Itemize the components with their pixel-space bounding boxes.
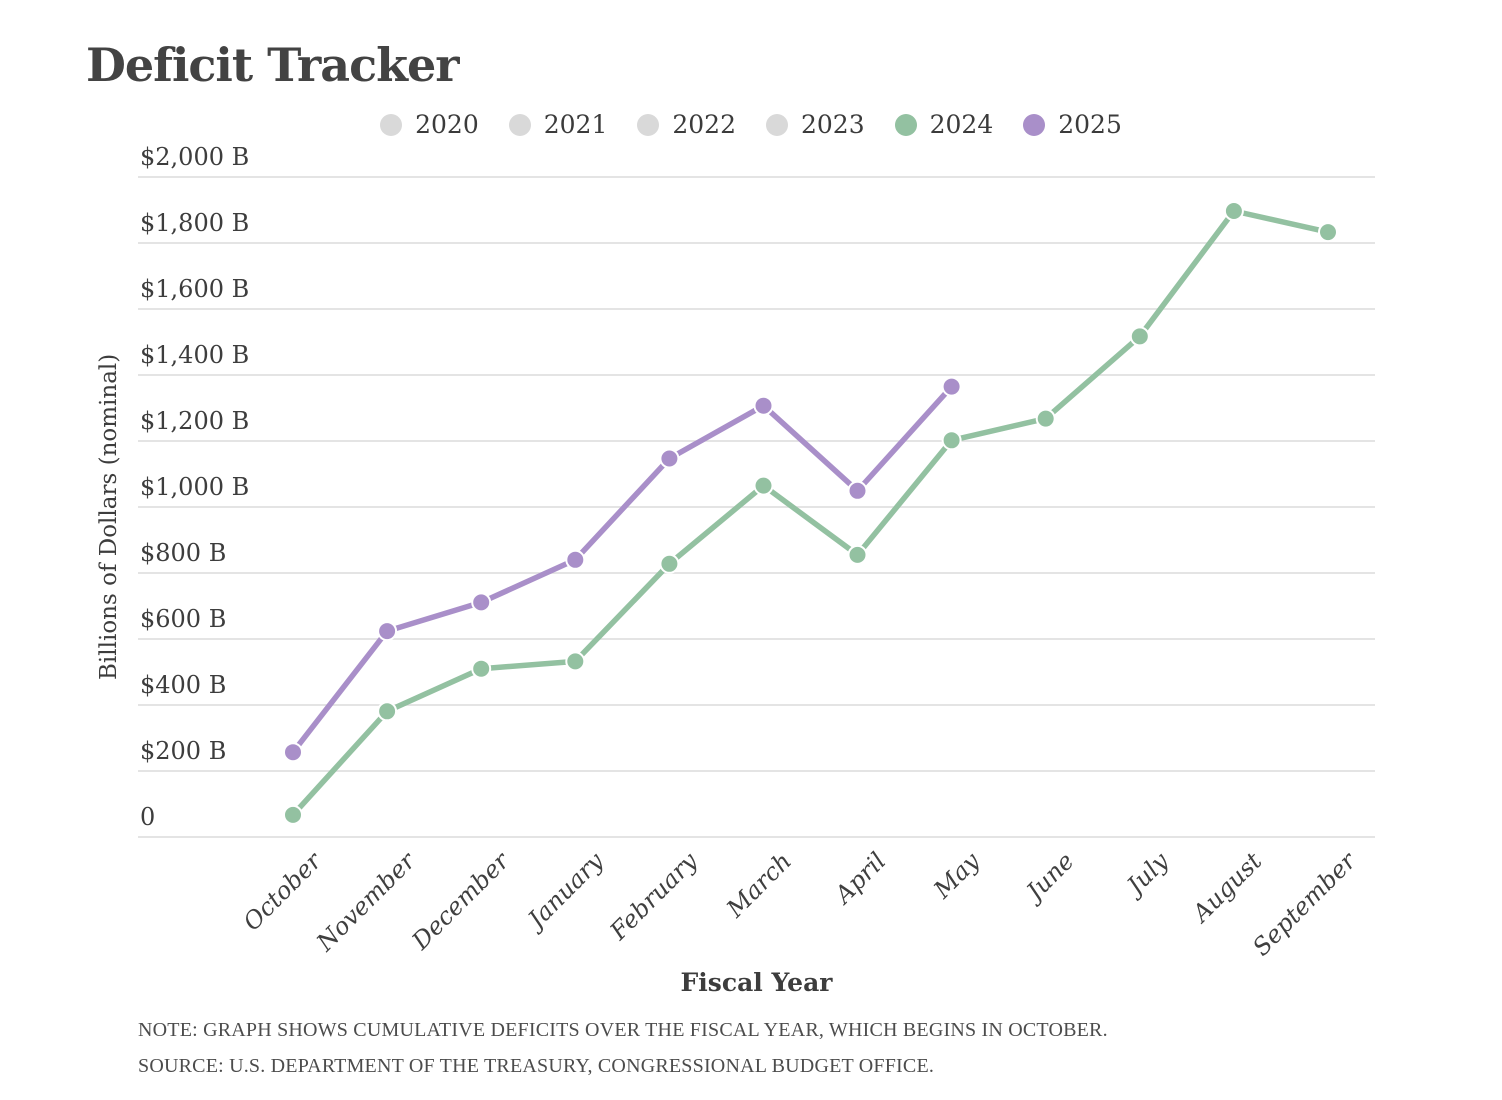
y-axis-title: Billions of Dollars (nominal) — [96, 353, 122, 680]
y-tick-label-1200: $1,200 B — [140, 407, 250, 435]
legend-dot-2024 — [894, 113, 917, 136]
legend-dot-2025 — [1023, 113, 1046, 136]
data-point-2024-june[interactable] — [1035, 408, 1056, 429]
legend-item-2021[interactable]: 2021 — [508, 110, 608, 139]
x-axis-title: Fiscal Year — [680, 968, 833, 997]
legend-dot-2022 — [637, 113, 660, 136]
legend-label: 2025 — [1058, 110, 1122, 139]
data-point-2024-january[interactable] — [565, 651, 586, 672]
chart-source: SOURCE: U.S. DEPARTMENT OF THE TREASURY,… — [138, 1055, 935, 1077]
data-point-2024-november[interactable] — [377, 701, 398, 722]
legend-item-2024[interactable]: 2024 — [894, 110, 994, 139]
data-point-2025-february[interactable] — [659, 448, 680, 469]
legend-label: 2024 — [929, 110, 994, 139]
data-point-2025-april[interactable] — [847, 480, 868, 501]
y-tick-label-1800: $1,800 B — [140, 209, 250, 237]
data-point-2024-march[interactable] — [753, 475, 774, 496]
legend-label: 2021 — [543, 110, 608, 139]
legend-item-2022[interactable]: 2022 — [637, 110, 736, 139]
data-point-2025-october[interactable] — [283, 742, 303, 763]
legend-label: 2023 — [801, 110, 865, 139]
data-point-2024-february[interactable] — [659, 553, 680, 574]
page-title: Deficit Tracker — [86, 38, 459, 92]
data-point-2025-january[interactable] — [565, 549, 586, 570]
data-point-2025-november[interactable] — [377, 621, 398, 642]
y-tick-label-1400: $1,400 B — [140, 341, 250, 369]
y-tick-label-1000: $1,000 B — [140, 473, 250, 501]
legend-dot-2020 — [380, 113, 403, 136]
y-tick-label-800: $800 B — [140, 539, 227, 567]
data-point-2024-may[interactable] — [941, 430, 962, 451]
series-line-2024 — [290, 208, 1331, 818]
data-point-2025-december[interactable] — [471, 592, 492, 613]
y-tick-label-200: $200 B — [140, 737, 227, 765]
legend-dot-2021 — [508, 113, 531, 136]
legend-item-2020[interactable]: 2020 — [380, 110, 479, 139]
series-line-2025 — [290, 383, 955, 755]
y-tick-label-1600: $1,600 B — [140, 275, 250, 303]
y-tick-label-400: $400 B — [140, 671, 227, 699]
data-point-2024-december[interactable] — [471, 658, 492, 679]
legend-dot-2023 — [766, 113, 788, 136]
y-tick-label-0: 0 — [140, 803, 156, 831]
y-tick-label-2000: $2,000 B — [140, 143, 250, 171]
legend-item-2025[interactable]: 2025 — [1023, 110, 1122, 139]
data-point-2025-may[interactable] — [941, 376, 962, 397]
data-point-2024-august[interactable] — [1223, 201, 1244, 221]
data-point-2024-april[interactable] — [847, 544, 868, 565]
legend-item-2023[interactable]: 2023 — [766, 110, 865, 139]
data-point-2024-july[interactable] — [1129, 326, 1150, 347]
data-point-2024-october[interactable] — [283, 804, 303, 825]
legend-label: 2022 — [672, 110, 736, 139]
legend-label: 2020 — [415, 110, 479, 139]
chart-legend: 2020 2021 2022 2023 2024 2025 — [0, 110, 1502, 139]
chart-note: NOTE: GRAPH SHOWS CUMULATIVE DEFICITS OV… — [138, 1019, 1108, 1041]
data-point-2024-september[interactable] — [1318, 222, 1338, 243]
data-point-2025-march[interactable] — [753, 395, 774, 416]
y-tick-label-600: $600 B — [140, 605, 227, 633]
